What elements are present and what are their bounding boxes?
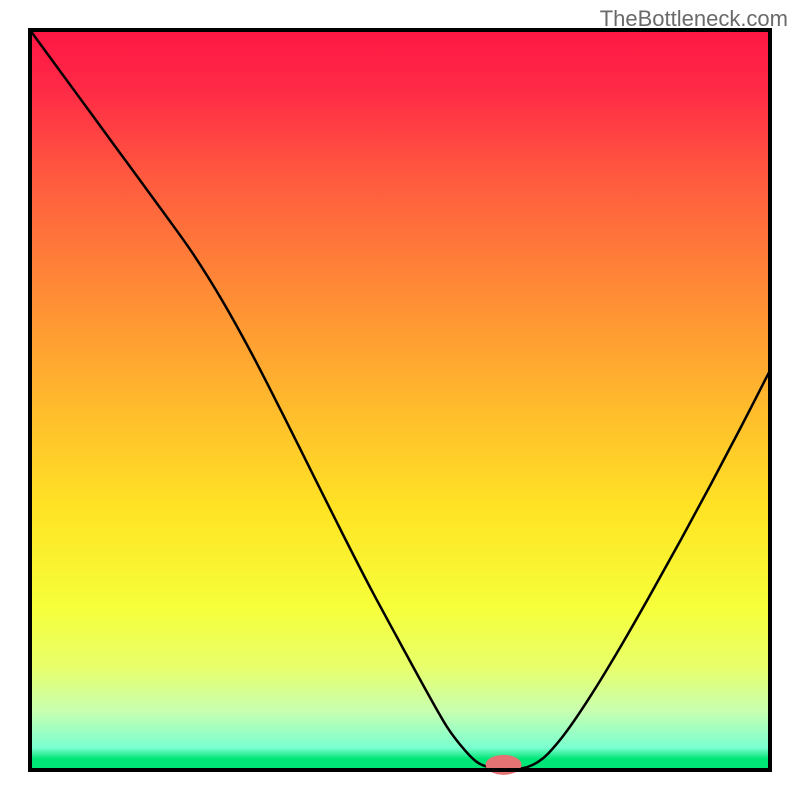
chart-svg	[0, 0, 800, 800]
bottleneck-chart: TheBottleneck.com	[0, 0, 800, 800]
attribution-label: TheBottleneck.com	[600, 6, 788, 32]
